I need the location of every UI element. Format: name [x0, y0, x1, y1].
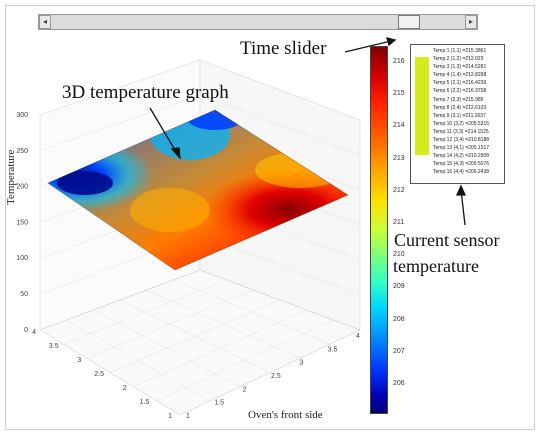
z-tick-label: 50 — [20, 291, 28, 298]
time-slider-annotation: Time slider — [240, 38, 327, 59]
legend-color-swatch — [415, 57, 429, 155]
annotation-arrows — [149, 37, 467, 226]
y-tick-label: 1 — [168, 413, 172, 420]
x-tick-label: 3 — [299, 360, 303, 367]
z-axis-title: Temperature — [5, 149, 17, 205]
y-tick-label: 3.5 — [49, 343, 59, 350]
x-tick-label: 2 — [243, 386, 247, 393]
slider-thumb[interactable] — [397, 15, 420, 29]
colorbar-tick-label: 208 — [393, 315, 405, 323]
z-tick-label: 150 — [16, 219, 28, 226]
current-sensor-annotation-line2: temperature — [393, 256, 479, 276]
z-tick-label: 300 — [16, 112, 28, 119]
y-tick-label: 2 — [123, 385, 127, 392]
x-tick-label: 1.5 — [214, 400, 224, 407]
legend-entry: Temp 1 (1,1) =215.3861 — [433, 48, 487, 54]
z-tick-label: 100 — [16, 255, 28, 262]
colorbar-tick-label: 207 — [393, 347, 405, 355]
legend-entry: Temp 2 (1,2) =212.023 — [433, 56, 484, 63]
y-tick-label: 3 — [77, 357, 81, 364]
x-axis-ticks: 1 1.5 2 2.5 3 3.5 4 — [186, 333, 360, 420]
current-sensor-annotation-line1: Current sensor — [394, 230, 500, 250]
z-axis-ticks: 300 250 200 150 100 50 0 — [16, 112, 28, 334]
colorbar-tick-label: 210 — [393, 251, 405, 259]
x-tick-label: 3.5 — [328, 346, 338, 353]
slider-right-arrow-icon[interactable]: ▸ — [465, 15, 477, 29]
legend-entry: Temp 7 (2,3) =215.985 — [433, 96, 484, 103]
x-tick-label: 4 — [356, 333, 360, 340]
colorbar-tick-label: 212 — [393, 186, 405, 194]
z-tick-label: 250 — [16, 148, 28, 155]
x-tick-label: 1 — [186, 413, 190, 420]
legend-entry: Temp 4 (1,4) =212.8298 — [433, 72, 487, 79]
colorbar-tick-label: 209 — [393, 283, 405, 291]
legend-entry: Temp 3 (1,3) =214.5281 — [433, 64, 487, 71]
y-tick-label: 2.5 — [94, 371, 104, 378]
legend-entry: Temp 15 (4,3) =209.5076 — [433, 161, 490, 168]
legend-entry: Temp 14 (4,2) =210.2908 — [433, 153, 490, 160]
time-slider[interactable]: ◂ ▸ — [38, 14, 478, 30]
colorbar-tick-label: 211 — [393, 219, 405, 226]
legend-entry: Temp 8 (2,4) =212.6103 — [433, 104, 487, 111]
legend-entry: Temp 9 (3,1) =211.2637 — [433, 112, 486, 119]
colorbar-tick-label: 215 — [393, 90, 405, 98]
z-tick-label: 0 — [24, 327, 28, 334]
colorbar-tick-label: 206 — [393, 380, 405, 387]
colorbar-tick-label: 213 — [393, 154, 405, 162]
x-axis-title: Oven's front side — [248, 409, 323, 421]
legend-entry: Temp 6 (2,2) =216.3708 — [433, 88, 487, 95]
legend-entry: Temp 16 (4,4) =206.2438 — [433, 169, 490, 176]
legend-entry: Temp 10 (3,2) =205.5315 — [433, 120, 490, 127]
y-tick-label: 1.5 — [140, 399, 150, 406]
legend-entry: Temp 12 (3,4) =210.8188 — [433, 137, 490, 144]
slider-left-arrow-icon[interactable]: ◂ — [39, 15, 51, 29]
sensor-temperature-legend: Temp 1 (1,1) =215.3861 Temp 2 (1,2) =212.… — [410, 44, 505, 184]
z-tick-label: 200 — [16, 184, 28, 191]
colorbar-tick-label: 216 — [393, 58, 405, 65]
legend-entries: Temp 1 (1,1) =215.3861 Temp 2 (1,2) =212.… — [433, 47, 489, 177]
legend-entry: Temp 5 (2,1) =216.4239 — [433, 80, 487, 87]
y-axis-ticks: 4 3.5 3 2.5 2 1.5 1 — [32, 329, 172, 420]
legend-entry: Temp 11 (3,3) =214.1525 — [433, 128, 489, 135]
graph-annotation: 3D temperature graph — [62, 82, 229, 103]
y-tick-label: 4 — [32, 329, 36, 336]
x-tick-label: 2.5 — [271, 373, 281, 380]
legend-entry: Temp 13 (4,1) =205.1517 — [433, 145, 490, 152]
colorbar — [370, 46, 388, 414]
colorbar-tick-label: 214 — [393, 122, 405, 130]
